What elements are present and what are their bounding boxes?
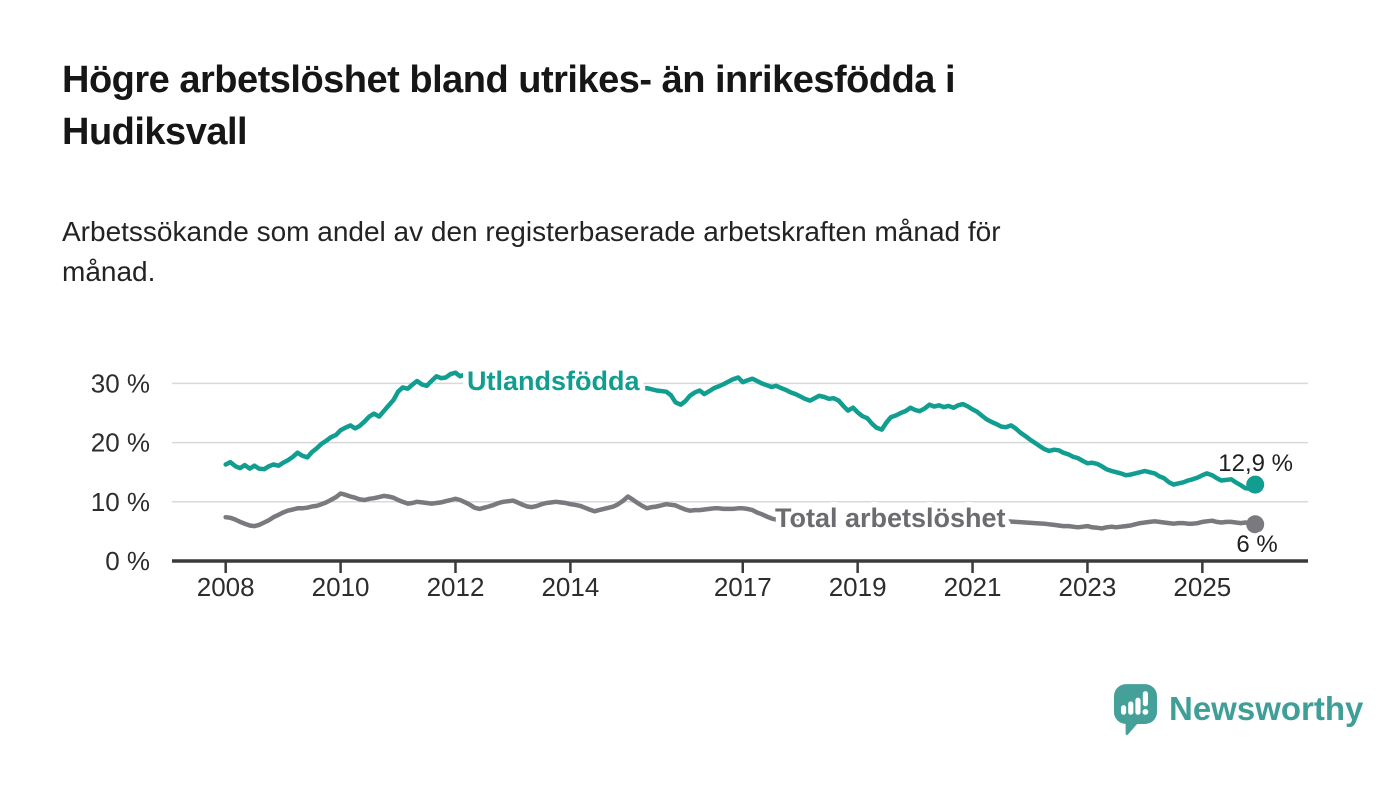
series-label-utlandsfodda: Utlandsfödda xyxy=(467,366,640,396)
logo-bar-icon xyxy=(1120,705,1127,715)
chart-title-line-2: Hudiksvall xyxy=(62,111,248,153)
chart-title: Högre arbetslöshet bland utrikes- än inr… xyxy=(62,54,956,158)
chart-subtitle-line-2: månad. xyxy=(62,256,156,287)
y-axis-tick-label: 10 % xyxy=(91,487,150,517)
y-axis-tick-label: 30 % xyxy=(91,368,150,398)
chart-subtitle-line-1: Arbetssökande som andel av den registerb… xyxy=(62,216,1001,247)
logo-exclamation-icon xyxy=(1142,691,1148,707)
newsworthy-logo-icon xyxy=(1114,684,1157,736)
series-line-utlandsfodda xyxy=(223,370,1258,492)
x-axis-tick-label: 2021 xyxy=(944,572,1002,602)
chart-subtitle: Arbetssökande som andel av den registerb… xyxy=(62,212,1001,292)
logo-exclamation-dot-icon xyxy=(1142,708,1149,715)
x-axis-tick-label: 2008 xyxy=(197,572,255,602)
y-axis-tick-label: 20 % xyxy=(91,428,150,458)
x-axis-tick-label: 2023 xyxy=(1059,572,1117,602)
x-axis-tick-label: 2017 xyxy=(714,572,772,602)
series-line-total-arbetsloshet xyxy=(223,491,1258,531)
series-end-dot-utlandsfodda xyxy=(1246,475,1265,494)
end-value-label-utlandsfodda: 12,9 % xyxy=(1218,450,1293,477)
newsworthy-logo: Newsworthy xyxy=(1114,684,1363,737)
x-axis-tick-label: 2012 xyxy=(427,572,485,602)
logo-bar-icon xyxy=(1135,697,1141,715)
x-axis-tick-label: 2010 xyxy=(312,572,370,602)
series-end-dot-total-arbetsloshet xyxy=(1246,515,1265,534)
end-value-label-total-arbetsloshet: 6 % xyxy=(1236,531,1277,558)
y-axis-tick-label: 0 % xyxy=(105,546,150,576)
series-label-total-arbetsloshet: Total arbetslöshet xyxy=(775,503,1006,533)
x-axis-tick-label: 2025 xyxy=(1173,572,1231,602)
chart-title-line-1: Högre arbetslöshet bland utrikes- än inr… xyxy=(62,59,956,101)
x-axis-tick-label: 2019 xyxy=(829,572,887,602)
logo-bar-icon xyxy=(1128,701,1134,715)
x-axis-tick-label: 2014 xyxy=(541,572,599,602)
newsworthy-logo-text: Newsworthy xyxy=(1169,690,1364,727)
